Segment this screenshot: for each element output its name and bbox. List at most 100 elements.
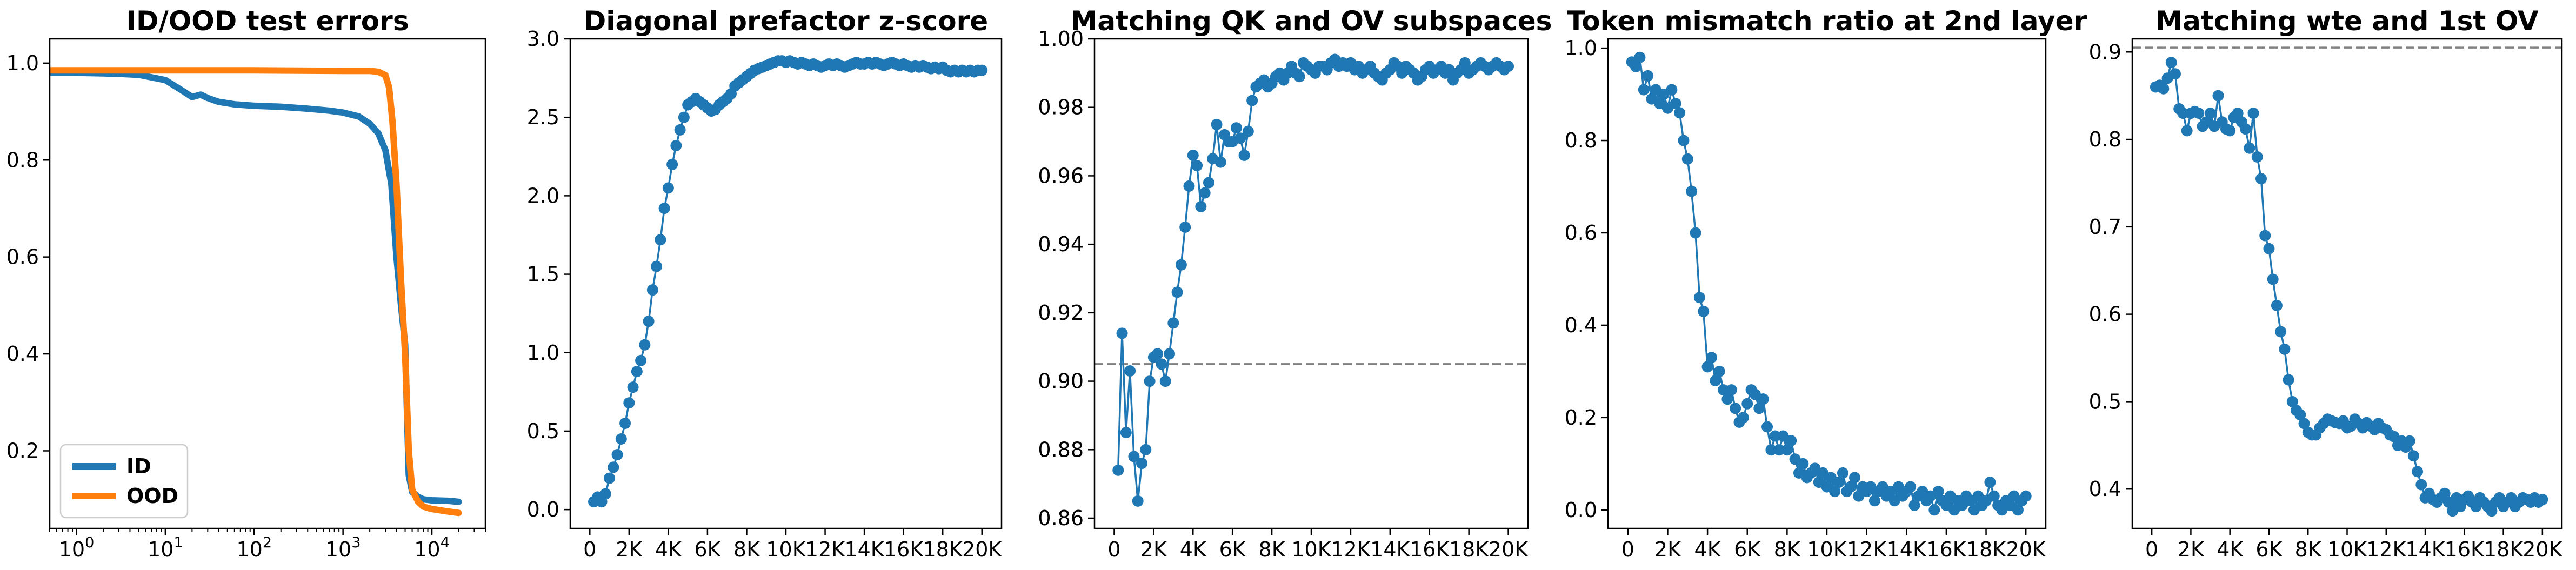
y-tick-label: 2.0 — [527, 184, 559, 207]
data-point — [1156, 358, 1167, 370]
y-tick-label: 0.4 — [2089, 477, 2121, 501]
x-tick-label: 10K — [1807, 538, 1847, 561]
x-tick-label: 12K — [2366, 538, 2406, 561]
data-point — [1238, 149, 1250, 161]
data-point — [1761, 421, 1773, 433]
data-point — [1753, 403, 1765, 414]
y-tick-label: 0.94 — [1038, 232, 1084, 256]
data-point — [1211, 118, 1223, 130]
x-tick-label: 18K — [1966, 538, 2006, 561]
axes-frame — [1607, 38, 2047, 529]
x-tick-label: 18K — [923, 538, 963, 561]
y-tick-label: 1.00 — [1038, 27, 1084, 51]
x-tick-label: 0 — [2145, 538, 2158, 561]
y-tick-label: 1.0 — [6, 51, 39, 75]
x-tick-label: 6K — [1219, 538, 1246, 561]
data-point — [1674, 107, 1686, 119]
data-point — [1187, 149, 1199, 161]
data-point — [1459, 57, 1471, 69]
data-point — [1829, 486, 1841, 498]
x-tick-label: 101 — [148, 534, 183, 561]
data-point — [1183, 180, 1195, 192]
x-tick-label: 8K — [2295, 538, 2322, 561]
data-point — [1179, 221, 1191, 233]
y-tick-label: 1.0 — [1565, 36, 1597, 60]
data-point — [619, 417, 631, 429]
y-tick-label: 1.5 — [527, 263, 559, 286]
data-point — [643, 316, 655, 327]
chart-title: Token mismatch ratio at 2nd layer — [1567, 5, 2087, 37]
data-point — [2486, 505, 2498, 517]
data-point — [1686, 185, 1698, 197]
data-point — [1140, 444, 1152, 455]
legend-label: ID — [126, 454, 151, 478]
subplot-4: Token mismatch ratio at 2nd layer 0.0 0.2 0… — [1565, 5, 2087, 561]
data-point — [1246, 95, 1258, 106]
data-point — [1984, 477, 1996, 488]
data-point — [2012, 504, 2024, 516]
x-tick-label: 102 — [236, 534, 272, 561]
data-point — [2267, 273, 2279, 285]
data-point — [2224, 125, 2236, 137]
data-point — [1773, 444, 1785, 456]
data-point — [666, 158, 678, 170]
data-point — [2439, 487, 2451, 499]
data-point — [1203, 177, 1214, 189]
data-point — [651, 260, 663, 272]
x-tick-label: 20K — [2522, 538, 2562, 561]
data-point — [1718, 384, 1730, 396]
data-point — [1136, 458, 1147, 470]
data-point — [1124, 365, 1136, 377]
x-tick-label: 2K — [1654, 538, 1681, 561]
data-point — [1503, 61, 1514, 72]
y-tick-label: 0.4 — [1565, 313, 1597, 337]
plot-area — [1112, 53, 1514, 507]
x-tick-label: 14K — [1887, 538, 1927, 561]
data-point — [976, 64, 988, 76]
data-point — [1630, 61, 1642, 72]
data-point — [2205, 108, 2217, 119]
data-point — [1152, 348, 1164, 360]
data-point — [599, 488, 611, 500]
data-point — [1781, 444, 1793, 456]
y-tick-label: 0.0 — [527, 498, 559, 521]
data-point — [1171, 286, 1183, 298]
data-point — [1159, 375, 1171, 387]
y-tick-label: 0.6 — [1565, 221, 1597, 245]
data-point — [1670, 98, 1681, 110]
data-point — [1725, 384, 1737, 396]
y-tick-label: 0.92 — [1038, 301, 1084, 325]
data-point — [1690, 227, 1701, 239]
data-point — [2271, 299, 2283, 311]
x-tick-label: 16K — [884, 538, 924, 561]
data-point — [608, 461, 619, 473]
y-tick-label: 0.88 — [1038, 438, 1084, 461]
series-line-id — [50, 69, 462, 505]
data-point — [2298, 418, 2310, 430]
data-point — [2275, 326, 2287, 338]
data-point — [2240, 123, 2252, 135]
data-point — [1638, 84, 1650, 96]
data-point — [2212, 90, 2224, 102]
x-tick-label: 4K — [1180, 538, 1207, 561]
axes-frame — [1093, 38, 1529, 529]
data-point — [2193, 108, 2205, 119]
data-point — [2412, 466, 2424, 478]
y-tick-label: 0.86 — [1038, 506, 1084, 530]
data-point — [1765, 444, 1777, 456]
data-point — [2232, 108, 2244, 119]
data-point — [1698, 305, 1710, 317]
data-point — [1230, 122, 1242, 134]
data-point — [1845, 481, 1857, 493]
x-tick-label: 10K — [2327, 538, 2367, 561]
y-tick-label: 0.8 — [6, 148, 39, 172]
y-tick-label: 0.8 — [2089, 128, 2121, 151]
y-tick-label: 0.0 — [1565, 498, 1597, 522]
data-point — [1721, 393, 1733, 405]
subplot-1: ID/OOD test errors 0.2 0.4 0.6 0.8 1.0 100 101 1… — [6, 5, 486, 561]
data-point — [1112, 464, 1124, 476]
data-point — [627, 381, 639, 393]
x-tick-label: 8K — [733, 538, 760, 561]
data-point — [1175, 259, 1187, 271]
